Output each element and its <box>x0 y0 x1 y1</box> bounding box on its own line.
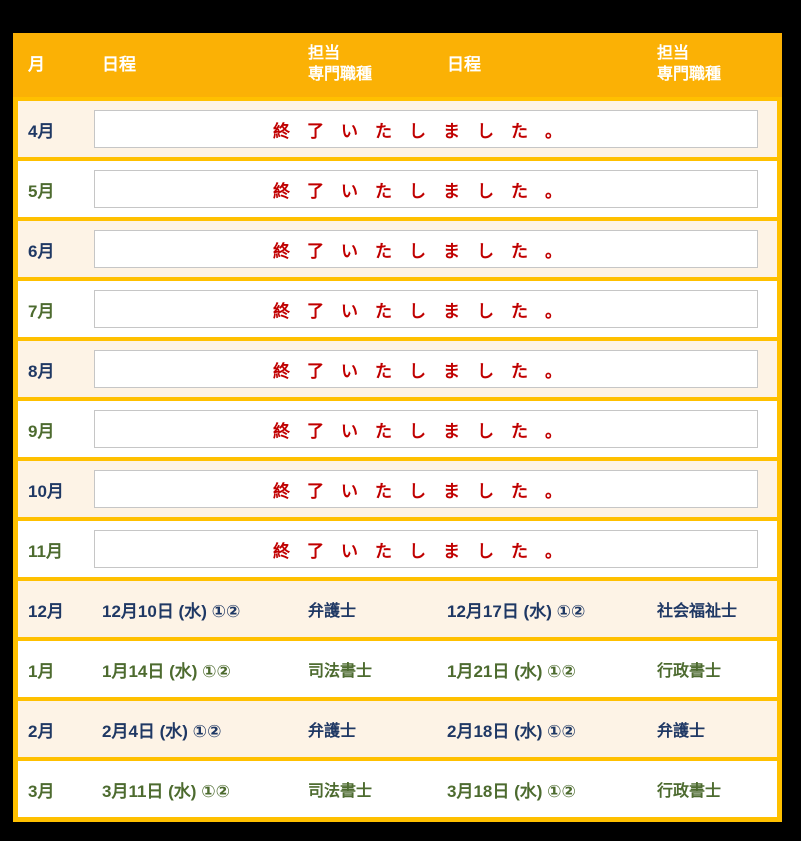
schedule-row-april: 4月 終了いたしました。 <box>18 101 777 157</box>
session-date-left: 12月10日 (水) ①② <box>102 601 241 621</box>
schedule-row-december: 12月 12月10日 (水) ①② 弁護士 12月17日 (水) ①② 社会福祉… <box>18 581 777 637</box>
schedule-row-september: 9月 終了いたしました。 <box>18 401 777 457</box>
header-schedule-left: 日程 <box>102 54 136 74</box>
month-label: 1月 <box>28 661 55 681</box>
staff-type-right: 弁護士 <box>657 723 706 740</box>
schedule-row-october: 10月 終了いたしました。 <box>18 461 777 517</box>
month-label: 5月 <box>28 181 55 201</box>
month-label: 8月 <box>28 361 55 381</box>
closed-notice: 終了いたしました。 <box>94 290 758 328</box>
schedule-row-march: 3月 3月11日 (水) ①② 司法書士 3月18日 (水) ①② 行政書士 <box>18 761 777 817</box>
closed-notice-text: 終了いたしました。 <box>273 301 579 321</box>
closed-notice: 終了いたしました。 <box>94 470 758 508</box>
staff-type-right: 行政書士 <box>657 663 722 680</box>
schedule-row-november: 11月 終了いたしました。 <box>18 521 777 577</box>
session-date-right: 2月18日 (水) ①② <box>447 721 576 741</box>
month-label: 6月 <box>28 241 55 261</box>
header-staff-left: 担当 専門職種 <box>308 45 373 83</box>
closed-notice: 終了いたしました。 <box>94 170 758 208</box>
schedule-row-august: 8月 終了いたしました。 <box>18 341 777 397</box>
table-header: 月 日程 担当 専門職種 日程 担当 専門職種 <box>13 33 782 97</box>
staff-type-left: 司法書士 <box>308 783 373 800</box>
closed-notice-text: 終了いたしました。 <box>273 361 579 381</box>
closed-notice-text: 終了いたしました。 <box>273 421 579 441</box>
month-label: 12月 <box>28 601 64 621</box>
session-date-right: 3月18日 (水) ①② <box>447 781 576 801</box>
closed-notice-text: 終了いたしました。 <box>273 181 579 201</box>
schedule-row-june: 6月 終了いたしました。 <box>18 221 777 277</box>
month-label: 9月 <box>28 421 55 441</box>
closed-notice: 終了いたしました。 <box>94 110 758 148</box>
month-label: 11月 <box>28 541 63 561</box>
session-date-left: 1月14日 (水) ①② <box>102 661 231 681</box>
closed-notice: 終了いたしました。 <box>94 410 758 448</box>
staff-type-left: 弁護士 <box>308 723 357 740</box>
staff-type-right: 行政書士 <box>657 783 722 800</box>
staff-type-right: 社会福祉士 <box>657 603 738 620</box>
closed-notice: 終了いたしました。 <box>94 530 758 568</box>
month-label: 7月 <box>28 301 55 321</box>
header-schedule-right: 日程 <box>447 54 481 74</box>
header-staff-right: 担当 専門職種 <box>657 45 722 83</box>
closed-notice-text: 終了いたしました。 <box>273 121 579 141</box>
closed-notice-text: 終了いたしました。 <box>273 481 579 501</box>
session-date-right: 1月21日 (水) ①② <box>447 661 576 681</box>
closed-notice-text: 終了いたしました。 <box>273 541 579 561</box>
month-label: 2月 <box>28 721 55 741</box>
header-month: 月 <box>28 54 45 74</box>
month-label: 4月 <box>28 121 55 141</box>
schedule-row-may: 5月 終了いたしました。 <box>18 161 777 217</box>
schedule-row-january: 1月 1月14日 (水) ①② 司法書士 1月21日 (水) ①② 行政書士 <box>18 641 777 697</box>
staff-type-left: 司法書士 <box>308 663 373 680</box>
closed-notice: 終了いたしました。 <box>94 230 758 268</box>
schedule-table: 月 日程 担当 専門職種 日程 担当 専門職種 4月 終了いたしました。 5月 … <box>13 33 782 822</box>
session-date-left: 3月11日 (水) ①② <box>102 781 230 801</box>
session-date-left: 2月4日 (水) ①② <box>102 721 222 741</box>
month-label: 10月 <box>28 481 64 501</box>
session-date-right: 12月17日 (水) ①② <box>447 601 586 621</box>
month-label: 3月 <box>28 781 55 801</box>
closed-notice: 終了いたしました。 <box>94 350 758 388</box>
schedule-row-february: 2月 2月4日 (水) ①② 弁護士 2月18日 (水) ①② 弁護士 <box>18 701 777 757</box>
closed-notice-text: 終了いたしました。 <box>273 241 579 261</box>
schedule-row-july: 7月 終了いたしました。 <box>18 281 777 337</box>
staff-type-left: 弁護士 <box>308 603 357 620</box>
